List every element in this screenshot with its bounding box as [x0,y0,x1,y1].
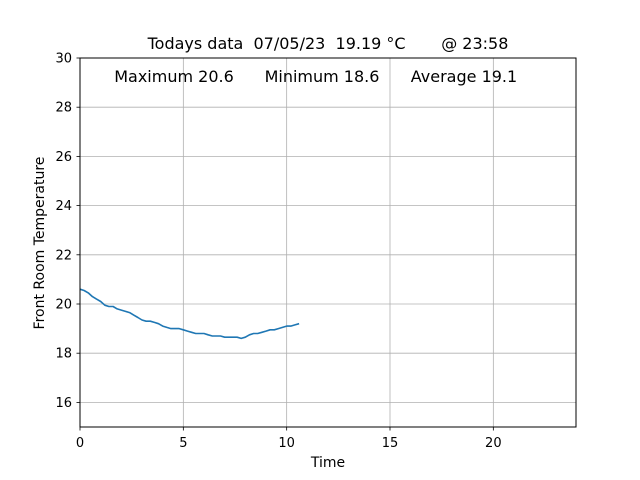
grid-lines [79,57,576,427]
x-tick-label: 0 [76,436,84,451]
plot-frame [79,57,577,428]
y-tick-label: 16 [55,396,72,411]
y-axis-ticks: 16 18 20 22 24 26 28 30 [55,52,80,411]
y-tick-label: 22 [55,248,72,263]
temperature-series-line [79,288,300,340]
plot-area [80,58,576,427]
x-tick-label: 5 [179,436,187,451]
series-group [79,288,300,340]
x-tick-label: 20 [485,436,502,451]
y-tick-label: 28 [55,101,72,116]
x-tick-label: 15 [382,436,399,451]
chart-title: Todays data 07/05/23 19.19 °C @ 23:58 [147,34,509,53]
average-annotation: Average 19.1 [411,67,517,86]
y-tick-label: 24 [55,199,72,214]
y-tick-label: 26 [55,150,72,165]
y-tick-label: 30 [55,52,72,67]
minimum-annotation: Minimum 18.6 [265,67,380,86]
x-tick-label: 10 [278,436,295,451]
y-tick-label: 18 [55,347,72,362]
maximum-annotation: Maximum 20.6 [114,67,234,86]
y-tick-label: 20 [55,298,72,313]
y-axis-label: Front Room Temperature [32,157,48,330]
x-axis-ticks: 0 5 10 15 20 [76,427,502,451]
x-axis-label: Time [310,455,345,471]
